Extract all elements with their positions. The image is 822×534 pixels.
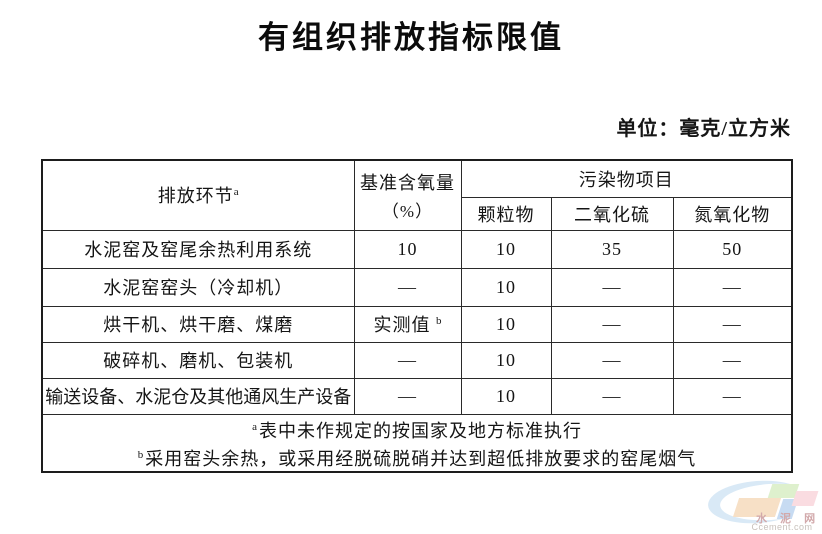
footnote-a: a 表中未作规定的按国家及地方标准执行 [43,415,791,443]
nox-cell: — [672,267,793,307]
oxygen-cell: 10 [353,229,462,269]
oxygen-footnote-marker: b [436,315,442,327]
stage-cell: 水泥窑及窑尾余热利用系统 [41,229,355,269]
so2-cell: 35 [550,229,674,269]
pm-cell: 10 [460,267,552,307]
footnote-b-marker: b [137,448,144,461]
nox-cell: — [672,341,793,379]
watermark-site-name: 水 泥 网 [756,513,821,525]
header-row-group: 排放环节a 基准含氧量 （%） 污染物项目 [41,159,793,231]
oxygen-cell: — [353,377,462,415]
so2-cell: — [550,341,674,379]
table-row: 破碎机、磨机、包装机 — 10 — — [41,341,793,379]
pm-cell: 10 [460,305,552,343]
footnote-b: b 采用窑头余热，或采用经脱硫脱硝并达到超低排放要求的窑尾烟气 [43,443,791,471]
pm-cell: 10 [460,229,552,269]
pm-cell: 10 [460,341,552,379]
stage-cell: 水泥窑窑头（冷却机） [41,267,355,307]
stage-cell: 输送设备、水泥仓及其他通风生产设备 [41,377,355,415]
footnote-a-text: 表中未作规定的按国家及地方标准执行 [258,420,582,441]
ccement-watermark-logo: 水 泥 网 Ccement.com [700,477,822,534]
header-row-pollutants: 颗粒物 二氧化硫 氮氧化物 [42,196,793,231]
oxygen-value: 实测值 [373,315,431,335]
stage-cell: 烘干机、烘干磨、煤磨 [41,305,355,343]
footnotes-cell: a 表中未作规定的按国家及地方标准执行 b 采用窑头余热，或采用经脱硫脱硝并达到超低… [41,413,793,472]
stage-cell: 破碎机、磨机、包装机 [41,341,355,379]
oxygen-cell: — [353,341,462,379]
header-oxygen-label-line1: 基准含氧量 [360,172,455,193]
nox-cell: — [672,305,793,343]
unit-label: 单位：毫克/立方米 [616,118,791,140]
nox-cell: — [672,377,793,415]
footnote-b-text: 采用窑头余热，或采用经脱硫脱硝并达到超低排放要求的窑尾烟气 [145,448,697,469]
watermark-site-domain: Ccement.com [751,522,813,532]
table-row: 水泥窑窑头（冷却机） — 10 — — [41,267,793,307]
pm-cell: 10 [460,377,552,415]
header-oxygen-cell: 基准含氧量 （%） [353,159,462,231]
header-pm-cell: 颗粒物 [460,196,552,231]
table-row: 水泥窑及窑尾余热利用系统 10 10 35 50 [41,229,793,269]
so2-cell: — [550,305,674,343]
header-oxygen-label-line2: （%） [381,201,434,221]
table-row: 输送设备、水泥仓及其他通风生产设备 — 10 — — [41,377,793,415]
header-stage-footnote-marker: a [233,186,239,199]
footnote-row: a 表中未作规定的按国家及地方标准执行 b 采用窑头余热，或采用经脱硫脱硝并达到超低… [41,413,793,472]
page-title: 有组织排放指标限值 [258,20,564,55]
header-nox-cell: 氮氧化物 [672,196,793,231]
header-pollutant-group-cell: 污染物项目 [460,159,793,198]
header-stage-cell: 排放环节a [41,159,355,231]
oxygen-cell: 实测值 b [353,305,462,343]
oxygen-cell: — [353,267,462,307]
header-stage-label: 排放环节 [157,186,234,207]
so2-cell: — [550,267,674,307]
emission-limits-table: 排放环节a 基准含氧量 （%） 污染物项目 颗粒物 二氧化硫 氮氧化物 水泥窑及… [41,159,794,473]
nox-cell: 50 [672,229,793,269]
table-row: 烘干机、烘干磨、煤磨 实测值 b 10 — — [41,305,793,343]
footnote-a-marker: a [252,420,257,433]
so2-cell: — [550,377,674,415]
header-so2-cell: 二氧化硫 [550,196,674,231]
